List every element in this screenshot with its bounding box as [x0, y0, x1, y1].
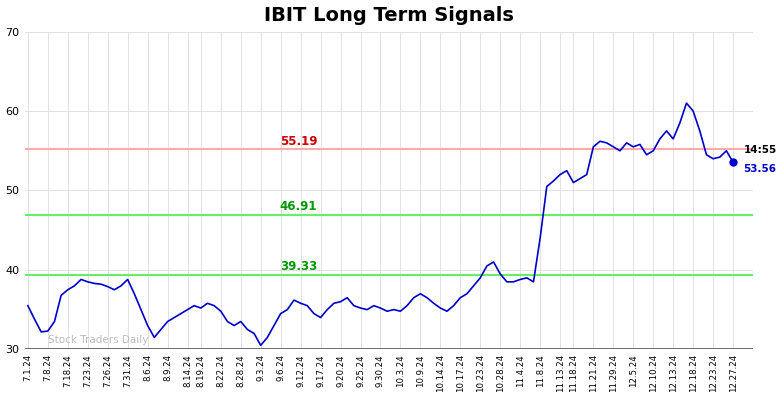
Text: 55.19: 55.19	[280, 135, 317, 148]
Text: Stock Traders Daily: Stock Traders Daily	[48, 336, 148, 345]
Text: 46.91: 46.91	[280, 200, 317, 213]
Text: 39.33: 39.33	[280, 260, 317, 273]
Title: IBIT Long Term Signals: IBIT Long Term Signals	[264, 6, 514, 25]
Text: 14:55: 14:55	[744, 145, 777, 155]
Text: 53.56: 53.56	[744, 164, 777, 174]
